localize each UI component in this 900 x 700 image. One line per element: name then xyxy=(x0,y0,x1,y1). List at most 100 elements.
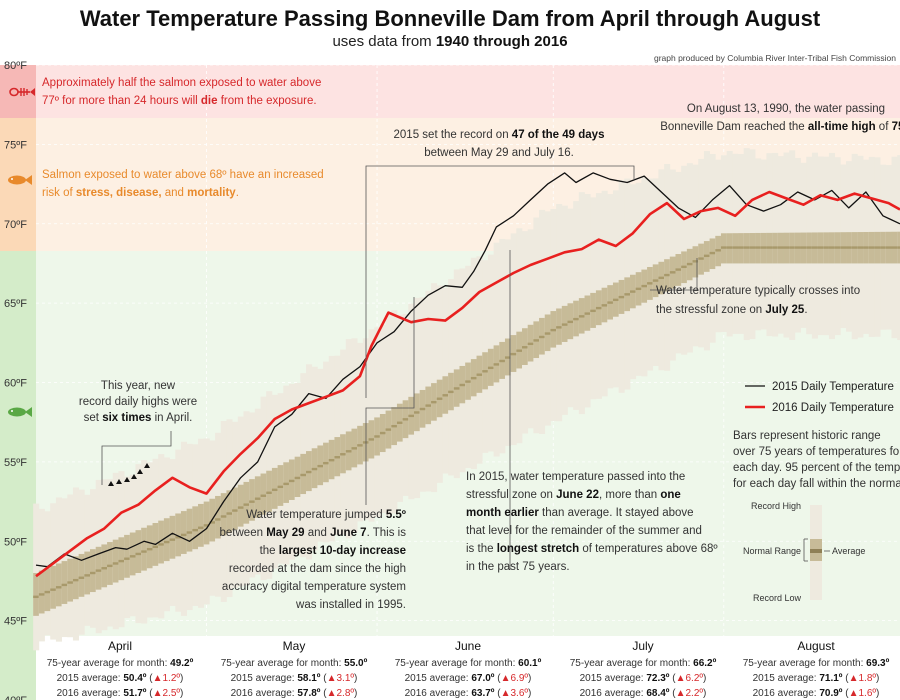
average-bar xyxy=(857,246,864,249)
average-bar xyxy=(44,590,51,594)
month-average: 75-year average for month: 55.0º xyxy=(221,658,368,669)
average-bar xyxy=(186,531,193,534)
svg-text:month earlier than average. It: month earlier than average. It stayed ab… xyxy=(466,507,694,519)
key-average: Average xyxy=(832,546,865,556)
average-bar xyxy=(624,293,631,296)
average-bar xyxy=(703,254,710,258)
average-bar xyxy=(476,373,483,376)
average-bar xyxy=(84,574,91,577)
danger-zone-text-1: Approximately half the salmon exposed to… xyxy=(42,77,321,89)
average-bar xyxy=(743,246,750,249)
average-bar xyxy=(379,431,386,435)
legend-note-3: each day. 95 percent of the temperatures xyxy=(733,462,900,474)
average-bar xyxy=(55,586,62,589)
normal-bar xyxy=(44,568,51,612)
normal-bar xyxy=(198,503,205,547)
y-tick-label: 50ºF xyxy=(4,536,27,548)
average-bar xyxy=(209,521,216,524)
average-bar xyxy=(584,312,591,315)
average-bar xyxy=(789,246,796,249)
normal-bar xyxy=(72,556,80,600)
average-bar xyxy=(612,298,620,302)
average-bar xyxy=(669,271,676,274)
normal-bar xyxy=(220,493,227,536)
average-bar xyxy=(61,583,68,587)
normal-bar xyxy=(55,563,62,607)
average-bar xyxy=(385,428,392,431)
svg-text:record daily highs were: record daily highs were xyxy=(79,396,197,408)
month-average: 75-year average for month: 66.2º xyxy=(570,658,717,669)
normal-bar xyxy=(50,565,57,609)
svg-text:Bonneville Dam reached the all: Bonneville Dam reached the all-time high… xyxy=(660,121,900,133)
average-bar xyxy=(277,485,284,489)
average-bar xyxy=(647,282,654,285)
average-bar xyxy=(203,524,210,527)
average-bar xyxy=(215,518,222,521)
series-2016-line xyxy=(35,190,900,578)
average-bar xyxy=(658,276,665,280)
svg-text:recorded at the dam since the: recorded at the dam since the high xyxy=(229,563,406,575)
normal-bar xyxy=(129,532,136,576)
legend-2015-label: 2015 Daily Temperature xyxy=(772,381,894,393)
average-bar xyxy=(772,246,779,249)
average-bar xyxy=(561,323,568,326)
stress-zone-text-1: Salmon exposed to water above 68º have a… xyxy=(42,169,324,181)
average-bar xyxy=(578,315,585,318)
month-2015-average: 2015 average: 72.3º (▲6.2º) xyxy=(580,673,707,684)
average-bar xyxy=(715,249,722,252)
average-bar xyxy=(550,328,557,332)
normal-bar xyxy=(192,506,199,550)
average-bar xyxy=(118,559,125,563)
y-tick-label: 80ºF xyxy=(4,60,27,72)
normal-bar xyxy=(203,501,210,545)
average-bar xyxy=(425,404,432,407)
stress-sidebar xyxy=(0,118,36,251)
normal-bar xyxy=(271,467,278,509)
average-bar xyxy=(698,257,705,260)
average-bar xyxy=(249,500,256,503)
historic-range-bars xyxy=(33,148,900,651)
average-bar xyxy=(90,571,97,575)
month-average: 75-year average for month: 69.3º xyxy=(743,658,890,669)
average-bar xyxy=(539,335,546,339)
series-2015-line xyxy=(35,172,900,568)
average-bar xyxy=(374,435,381,438)
y-tick-label: 75ºF xyxy=(4,139,27,151)
month-2016-average: 2016 average: 63.7º (▲3.6º) xyxy=(405,688,532,699)
normal-bar xyxy=(175,513,182,557)
average-bar xyxy=(817,246,824,249)
svg-text:was installed in 1995.: was installed in 1995. xyxy=(295,599,406,611)
average-bar xyxy=(300,473,307,477)
month-stats-april: April 75-year average for month: 49.2º 201… xyxy=(47,639,194,699)
svg-text:in the past 75 years.: in the past 75 years. xyxy=(466,561,570,573)
annotation-2015-stressful: In 2015, water temperature passed into t… xyxy=(466,250,718,573)
month-average: 75-year average for month: 49.2º xyxy=(47,658,194,669)
average-bar xyxy=(328,458,335,462)
normal-bar xyxy=(249,479,256,521)
average-bar xyxy=(840,246,847,249)
legend: 2015 Daily Temperature 2016 Daily Temper… xyxy=(733,381,900,603)
average-bar xyxy=(863,246,870,249)
month-stats-may: May 75-year average for month: 55.0º 2015 … xyxy=(221,639,368,699)
average-bar xyxy=(340,453,347,456)
legend-note-4: for each day fall within the normal rang… xyxy=(733,478,900,490)
normal-bar xyxy=(107,542,114,585)
average-bar xyxy=(283,482,290,486)
average-bar xyxy=(317,464,324,468)
average-bar xyxy=(556,326,563,329)
average-bar xyxy=(806,246,813,249)
svg-text:In 2015, water temperature pas: In 2015, water temperature passed into t… xyxy=(466,471,685,483)
chart-subtitle: uses data from 1940 through 2016 xyxy=(332,33,567,50)
series xyxy=(35,172,900,578)
average-bar xyxy=(368,438,375,441)
average-bar xyxy=(630,290,637,293)
svg-text:the largest 10-day increase: the largest 10-day increase xyxy=(260,545,406,557)
average-bar xyxy=(95,569,102,572)
average-bar xyxy=(345,450,352,453)
average-bar xyxy=(50,588,57,591)
average-bar xyxy=(834,246,841,249)
danger-zone xyxy=(36,65,900,118)
average-bar xyxy=(720,246,728,249)
average-bar xyxy=(499,359,506,363)
fish-skeleton-icon xyxy=(9,87,35,97)
